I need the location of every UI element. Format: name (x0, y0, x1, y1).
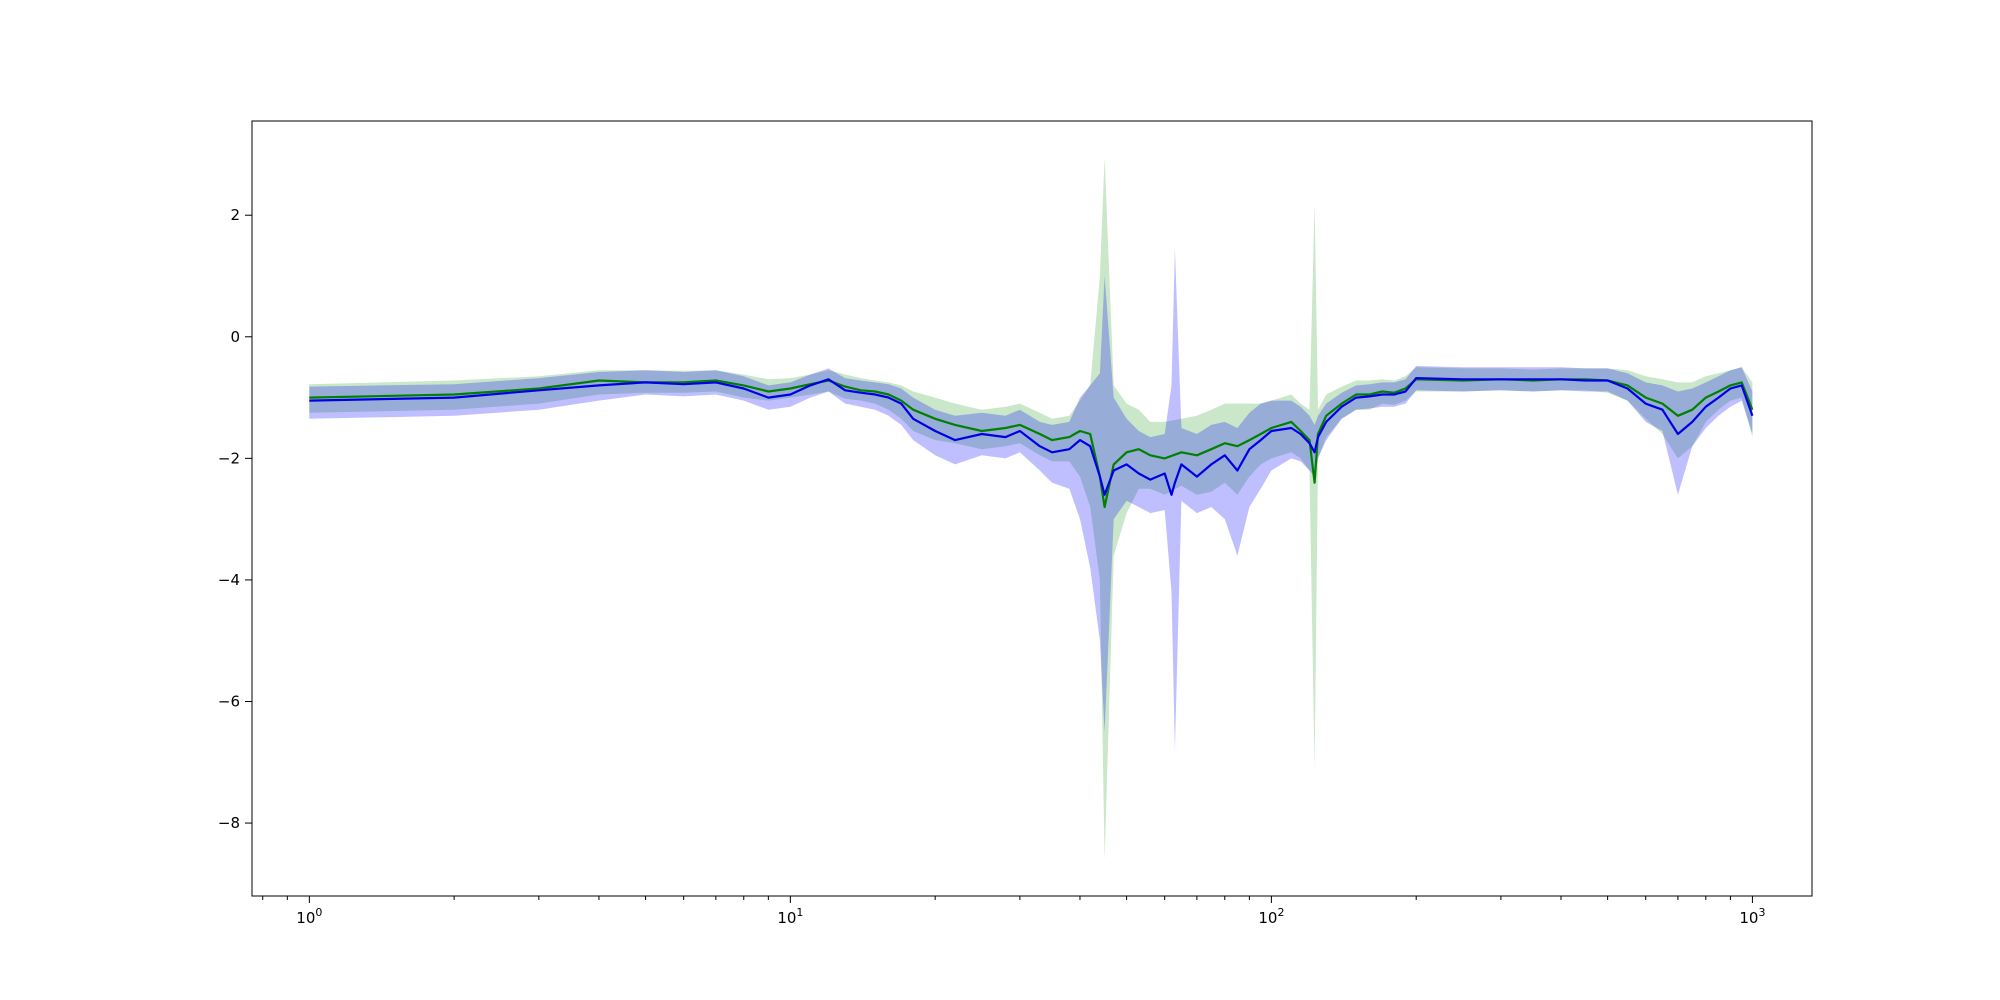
x-tick-label: 103 (1739, 906, 1765, 927)
x-tick-label: 102 (1258, 906, 1284, 927)
series-line-2 (309, 377, 1754, 496)
series-layer (309, 157, 1754, 860)
y-tick-label: 2 (230, 206, 240, 224)
y-tick-label: −2 (218, 449, 240, 467)
x-axis: 100 101 102 103 (262, 896, 1765, 927)
y-axis: 2 0 −2 −4 −6 −8 (218, 206, 252, 832)
x-tick-label: 100 (296, 906, 322, 927)
y-tick-label: −6 (218, 692, 240, 710)
y-tick-label: 0 (230, 328, 240, 346)
plot-area-frame (251, 120, 1813, 897)
y-tick-label: −8 (218, 814, 240, 832)
y-tick-label: −4 (218, 571, 240, 589)
confidence-band-2 (309, 248, 1753, 751)
x-tick-label: 101 (777, 906, 803, 927)
